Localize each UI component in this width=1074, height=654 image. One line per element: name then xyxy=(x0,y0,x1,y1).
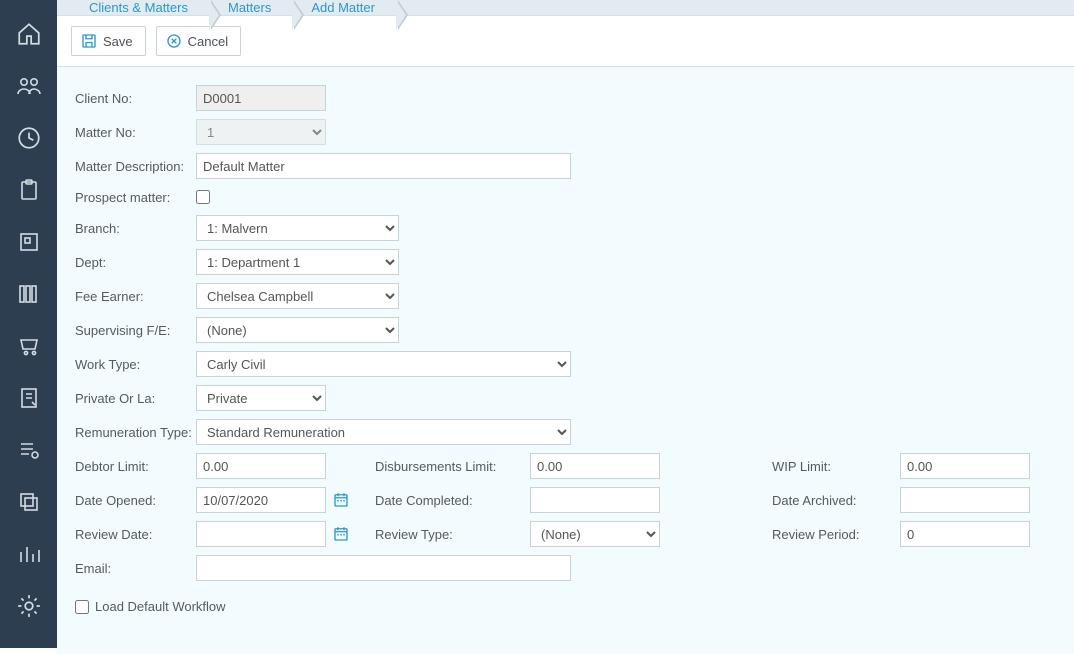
wip-limit-field[interactable] xyxy=(900,453,1030,479)
label-client-no: Client No: xyxy=(75,91,196,106)
label-prospect: Prospect matter: xyxy=(75,190,196,205)
clipboard-icon xyxy=(17,177,41,203)
save-button[interactable]: Save xyxy=(71,26,146,56)
label-priv-la: Private Or La: xyxy=(75,391,196,406)
invoice-icon xyxy=(17,385,41,411)
main-area: Clients & Matters Matters Add Matter Sav… xyxy=(57,0,1074,648)
list-gear-icon xyxy=(16,438,42,462)
save-label: Save xyxy=(103,34,133,49)
nav-settings-list[interactable] xyxy=(0,424,57,476)
nav-clipboard[interactable] xyxy=(0,164,57,216)
label-disb-limit: Disbursements Limit: xyxy=(375,459,530,474)
cancel-label: Cancel xyxy=(188,34,228,49)
gear-icon xyxy=(16,593,42,619)
prospect-checkbox[interactable] xyxy=(196,190,210,204)
nav-reports[interactable] xyxy=(0,528,57,580)
review-type-select[interactable]: (None) xyxy=(530,521,660,547)
label-date-archived: Date Archived: xyxy=(772,493,900,508)
label-wip-limit: WIP Limit: xyxy=(772,459,900,474)
home-icon xyxy=(16,21,42,47)
review-date-field[interactable] xyxy=(196,521,326,547)
form: Client No: Matter No: 1 Matter Descripti… xyxy=(57,66,1074,654)
label-review-date: Review Date: xyxy=(75,527,196,542)
cancel-button[interactable]: Cancel xyxy=(156,26,241,56)
debtor-limit-field[interactable] xyxy=(196,453,326,479)
date-archived-field[interactable] xyxy=(900,487,1030,513)
matter-desc-field[interactable] xyxy=(196,153,571,179)
client-no-field xyxy=(196,85,326,111)
label-remun: Remuneration Type: xyxy=(75,425,196,440)
label-review-type: Review Type: xyxy=(375,527,530,542)
people-icon xyxy=(15,73,43,99)
nav-forms[interactable] xyxy=(0,216,57,268)
label-work-type: Work Type: xyxy=(75,357,196,372)
work-type-select[interactable]: Carly Civil xyxy=(196,351,571,377)
label-debtor-limit: Debtor Limit: xyxy=(75,459,196,474)
nav-home[interactable] xyxy=(0,8,57,60)
nav-clients[interactable] xyxy=(0,60,57,112)
label-sup-fe: Supervising F/E: xyxy=(75,323,196,338)
nav-admin[interactable] xyxy=(0,580,57,632)
dept-select[interactable]: 1: Department 1 xyxy=(196,249,399,275)
disb-limit-field[interactable] xyxy=(530,453,660,479)
email-field[interactable] xyxy=(196,555,571,581)
branch-select[interactable]: 1: Malvern xyxy=(196,215,399,241)
label-load-workflow: Load Default Workflow xyxy=(95,599,226,614)
nav-time[interactable] xyxy=(0,112,57,164)
priv-la-select[interactable]: Private xyxy=(196,385,326,411)
breadcrumb-matters[interactable]: Matters xyxy=(210,0,293,15)
remun-select[interactable]: Standard Remuneration xyxy=(196,419,571,445)
cart-icon xyxy=(16,334,42,358)
clock-icon xyxy=(16,125,42,151)
library-icon xyxy=(16,282,42,306)
date-opened-calendar-button[interactable] xyxy=(330,489,352,511)
nav-purchase[interactable] xyxy=(0,320,57,372)
calendar-icon xyxy=(332,491,350,509)
breadcrumb-clients-matters[interactable]: Clients & Matters xyxy=(71,0,210,15)
label-review-period: Review Period: xyxy=(772,527,900,542)
matter-no-select: 1 xyxy=(196,119,326,145)
calendar-icon xyxy=(332,525,350,543)
chart-icon xyxy=(16,542,42,566)
date-completed-field[interactable] xyxy=(530,487,660,513)
nav-billing[interactable] xyxy=(0,372,57,424)
breadcrumb-add-matter[interactable]: Add Matter xyxy=(293,0,397,15)
date-opened-field[interactable] xyxy=(196,487,326,513)
form-icon xyxy=(17,230,41,254)
label-email: Email: xyxy=(75,561,196,576)
breadcrumb: Clients & Matters Matters Add Matter xyxy=(57,0,1074,16)
sidebar xyxy=(0,0,57,648)
label-date-opened: Date Opened: xyxy=(75,493,196,508)
label-matter-no: Matter No: xyxy=(75,125,196,140)
review-period-field[interactable] xyxy=(900,521,1030,547)
nav-library[interactable] xyxy=(0,268,57,320)
cancel-icon xyxy=(165,32,183,50)
sup-fe-select[interactable]: (None) xyxy=(196,317,399,343)
label-branch: Branch: xyxy=(75,221,196,236)
nav-copy[interactable] xyxy=(0,476,57,528)
load-workflow-checkbox[interactable] xyxy=(75,600,89,614)
save-icon xyxy=(80,32,98,50)
label-date-completed: Date Completed: xyxy=(375,493,530,508)
label-matter-desc: Matter Description: xyxy=(75,159,196,174)
copy-icon xyxy=(17,490,41,514)
review-date-calendar-button[interactable] xyxy=(330,523,352,545)
label-fee-earner: Fee Earner: xyxy=(75,289,196,304)
label-dept: Dept: xyxy=(75,255,196,270)
fee-earner-select[interactable]: Chelsea Campbell xyxy=(196,283,399,309)
